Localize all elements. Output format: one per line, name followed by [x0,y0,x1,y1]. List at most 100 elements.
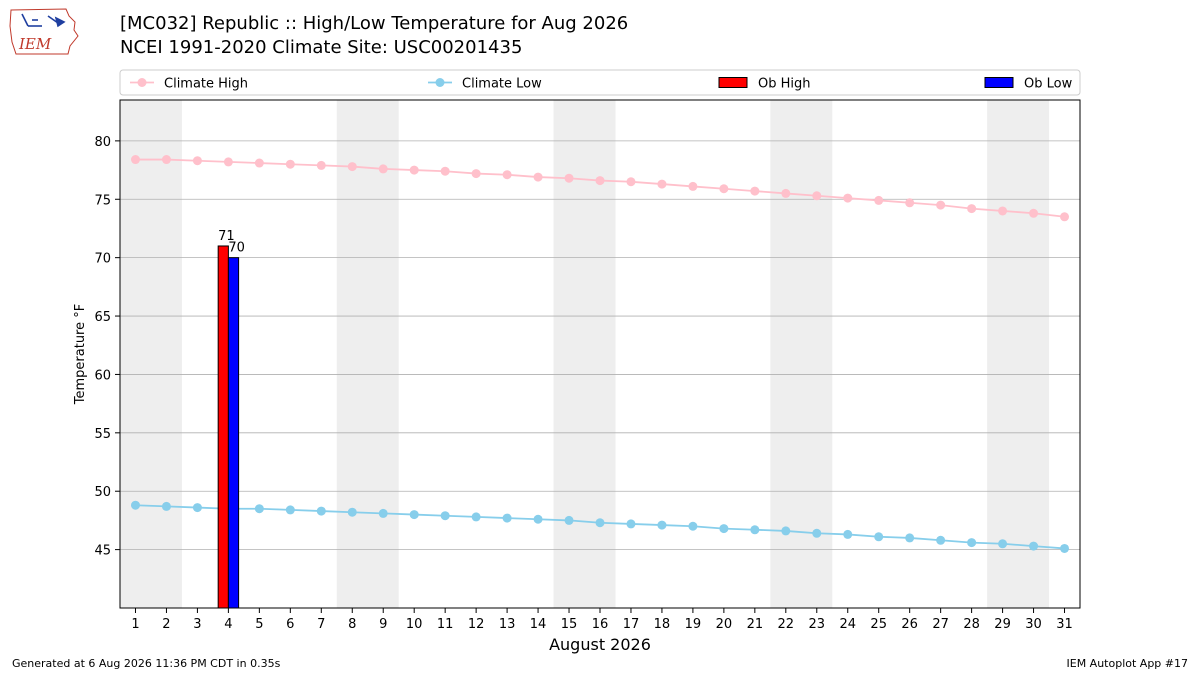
x-tick-label: 27 [932,617,949,632]
climate-high-point [843,193,853,203]
chart-subtitle: NCEI 1991-2020 Climate Site: USC00201435 [120,37,523,58]
x-tick-label: 10 [406,617,423,632]
iem-logo: IEM [9,8,79,55]
legend-item-climate-high-marker [137,78,147,87]
climate-high-point [409,165,419,175]
ob-low-label: 70 [228,241,245,256]
climate-high-point [223,157,233,167]
climate-high-point [905,198,915,208]
x-tick-label: 24 [839,617,856,632]
ob-low-bar [227,257,240,609]
climate-low-point [874,532,884,542]
climate-high-point [719,184,729,194]
climate-low-point [905,533,915,543]
climate-low-point [750,525,760,535]
legend-item-climate-high-label: Climate High [164,77,248,92]
climate-low-point [378,508,388,518]
climate-high-point [347,162,357,172]
climate-high-point [750,186,760,196]
climate-high-point [440,166,450,176]
climate-low-point [812,528,822,538]
weekend-band [553,100,616,608]
x-tick-label: 20 [716,617,733,632]
x-tick-label: 19 [685,617,702,632]
climate-low-point [843,529,853,539]
y-tick-label: 70 [94,252,111,267]
climate-high-point [285,159,295,169]
y-tick-label: 80 [94,135,111,150]
climate-low-point [1029,541,1039,551]
legend-item-ob-low-swatch [984,77,1014,88]
x-tick-label: 23 [809,617,826,632]
weather-instrument-icon [21,13,66,28]
x-tick-label: 18 [654,617,671,632]
x-tick-label: 16 [592,617,609,632]
climate-high-point [781,188,791,198]
weekend-band [120,100,182,608]
climate-low-point [192,503,202,513]
climate-high-point [1029,208,1039,218]
climate-low-point [967,538,977,548]
y-tick-label: 55 [94,427,111,442]
x-tick-label: 25 [870,617,887,632]
climate-low-point [1060,543,1070,553]
climate-high-point [1060,212,1070,222]
climate-low-point [130,500,140,510]
climate-high-point [812,191,822,201]
climate-low-point [471,512,481,522]
weekend-band [770,100,833,608]
x-tick-label: 11 [437,617,454,632]
chart-title: [MC032] Republic :: High/Low Temperature… [120,13,629,34]
climate-high-point [595,176,605,186]
x-tick-label: 26 [901,617,918,632]
x-tick-label: 29 [994,617,1011,632]
x-tick-label: 2 [162,617,170,632]
climate-low-point [595,518,605,528]
x-axis-label: August 2026 [549,635,651,654]
y-tick-label: 60 [94,368,111,383]
legend-item-ob-low-label: Ob Low [1024,77,1073,92]
climate-high-point [998,206,1008,216]
x-tick-label: 14 [530,617,547,632]
x-tick-label: 22 [778,617,795,632]
climate-low-point [719,524,729,534]
legend-item-climate-low-marker [435,78,445,87]
weekend-band [336,100,399,608]
climate-high-point [130,155,140,165]
x-tick-label: 15 [561,617,578,632]
legend-item-ob-high-label: Ob High [758,77,811,92]
climate-low-point [316,506,326,516]
climate-high-point [471,169,481,179]
climate-low-point [626,519,636,529]
climate-low-point [502,513,512,523]
app-label: IEM Autoplot App #17 [1066,657,1189,670]
climate-high-point [378,164,388,174]
ob-high-label: 71 [218,229,235,244]
climate-low-point [564,515,574,525]
climate-low-point [936,535,946,545]
climate-high-point [192,156,202,166]
generated-timestamp: Generated at 6 Aug 2026 11:36 PM CDT in … [12,657,281,670]
x-tick-label: 7 [317,617,325,632]
x-tick-label: 5 [255,617,263,632]
legend-item-ob-high-swatch [718,77,748,88]
climate-high-point [161,155,171,165]
climate-high-point [316,160,326,170]
climate-low-point [533,514,543,524]
climate-high-point [967,204,977,214]
x-tick-label: 17 [623,617,640,632]
climate-high-point [657,179,667,189]
climate-low-point [254,504,264,514]
legend-item-climate-low-label: Climate Low [462,77,542,92]
climate-low-point [440,511,450,521]
climate-low-point [781,526,791,536]
climate-high-point [564,173,574,183]
climate-low-point [688,521,698,531]
climate-low-point [998,539,1008,549]
climate-high-point [502,170,512,180]
y-axis-label: Temperature °F [73,304,88,405]
climate-low-point [161,501,171,511]
weekend-band [987,100,1050,608]
y-tick-label: 45 [94,544,111,559]
